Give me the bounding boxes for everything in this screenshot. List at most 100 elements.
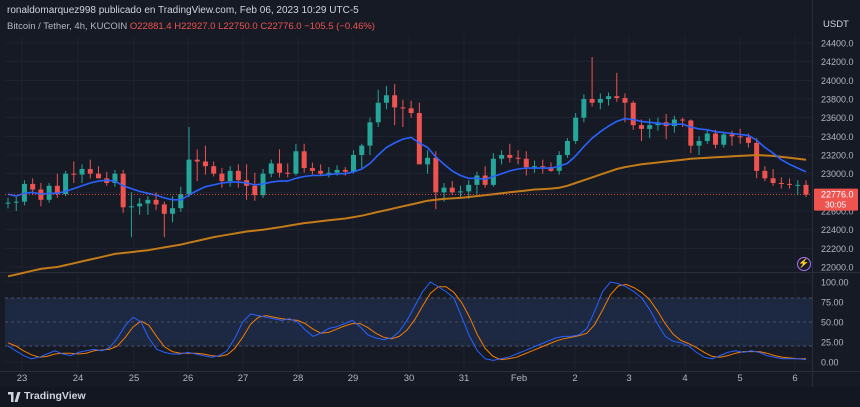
candle-body: [564, 141, 570, 155]
y-tick-label: 23800.0: [821, 95, 854, 105]
candle-body: [507, 155, 513, 158]
candle-body: [79, 169, 85, 175]
candle-body: [441, 187, 447, 193]
x-tick-label: 6: [792, 373, 797, 384]
tradingview-logo-icon[interactable]: [8, 392, 22, 402]
candle-body: [688, 120, 694, 146]
candle-body: [137, 203, 143, 207]
y-tick-label: 22000.0: [821, 263, 854, 273]
candle-body: [202, 161, 208, 167]
candle-body: [425, 157, 431, 165]
ohlc-low: L22750.0: [218, 21, 258, 32]
x-tick-label: 31: [459, 373, 470, 384]
osc-tick-label: 25.00: [821, 338, 844, 348]
candle-body: [713, 133, 719, 145]
lightning-icon[interactable]: ⚡: [797, 257, 811, 271]
x-tick-label: 26: [183, 373, 194, 384]
symbol-legend: Bitcoin / Tether, 4h, KUCOIN O22881.4 H2…: [7, 21, 375, 32]
brand-label[interactable]: TradingView: [24, 390, 86, 402]
candle-body: [416, 113, 422, 165]
candle-body: [523, 158, 529, 168]
last-price-box: [814, 188, 858, 211]
candle-body: [729, 134, 735, 137]
y-tick-label: 22600.0: [821, 207, 854, 217]
candle-body: [721, 134, 727, 145]
candle-body: [63, 173, 69, 195]
candle-body: [400, 107, 406, 109]
candle-body: [638, 125, 644, 129]
x-tick-label: 4: [682, 373, 687, 384]
candle-body: [392, 95, 398, 108]
candle-body: [5, 202, 11, 204]
candle-body: [614, 96, 620, 99]
candle-body: [276, 163, 282, 173]
currency-label[interactable]: USDT: [823, 19, 849, 30]
osc-tick-label: 100.00: [821, 278, 849, 288]
candle-body: [597, 99, 603, 103]
candle-body: [581, 99, 587, 118]
candle-body: [301, 151, 307, 169]
pane-separator: [0, 272, 860, 273]
stoch-k-line: [7, 281, 807, 361]
x-tick-label: Feb: [511, 373, 527, 384]
candle-body: [293, 151, 299, 174]
candle-body: [161, 204, 167, 214]
candle-body: [87, 169, 93, 174]
candle-body: [490, 158, 496, 185]
x-tick-label: 28: [293, 373, 304, 384]
y-tick-label: 23000.0: [821, 169, 854, 179]
x-tick-label: 25: [129, 373, 140, 384]
candle-body: [194, 159, 200, 162]
candle-body: [30, 183, 36, 190]
x-tick-label: 2: [572, 373, 577, 384]
candle-body: [326, 172, 332, 174]
x-tick-label: 3: [626, 373, 631, 384]
y-tick-label: 23600.0: [821, 113, 854, 123]
candle-body: [803, 184, 809, 195]
candle-body: [71, 173, 77, 175]
candle-body: [375, 102, 381, 123]
y-tick-label: 23200.0: [821, 151, 854, 161]
symbol-name[interactable]: Bitcoin / Tether, 4h, KUCOIN: [7, 21, 128, 32]
candle-body: [457, 191, 463, 193]
y-tick-label: 22400.0: [821, 225, 854, 235]
candle-body: [318, 170, 324, 174]
x-tick-label: 24: [73, 373, 84, 384]
candle-body: [120, 173, 126, 208]
candle-body: [408, 108, 414, 113]
candle-body: [170, 208, 176, 214]
y-tick-label: 24400.0: [821, 39, 854, 49]
candle-body: [770, 178, 776, 183]
candle-body: [112, 173, 118, 183]
candle-body: [252, 185, 258, 196]
price-axis-separator: [812, 0, 813, 387]
candle-body: [268, 163, 274, 174]
stoch-d-line: [7, 283, 806, 361]
x-tick-label: 23: [17, 373, 28, 384]
osc-tick-label: 0.00: [821, 358, 839, 368]
candle-body: [573, 117, 579, 141]
candle-body: [515, 157, 521, 159]
candle-body: [745, 137, 751, 143]
last-price-countdown: 30:05: [825, 200, 847, 210]
x-tick-label: 29: [348, 373, 359, 384]
x-tick-label: 27: [238, 373, 249, 384]
ohlc-change: −105.5 (−0.46%): [304, 21, 375, 32]
y-tick-label: 24000.0: [821, 76, 854, 86]
candle-body: [128, 206, 134, 208]
candle-body: [548, 167, 554, 171]
x-tick-label: 5: [737, 373, 742, 384]
candle-body: [285, 172, 291, 174]
candle-body: [433, 157, 439, 193]
ohlc-close: C22776.0: [260, 21, 302, 32]
osc-tick-label: 50.00: [821, 318, 844, 328]
candle-body: [367, 122, 373, 146]
candle-body: [704, 133, 710, 141]
candle-body: [737, 136, 743, 138]
candle-body: [606, 96, 612, 99]
candle-body: [211, 166, 217, 174]
published-header: ronaldomarquez998 publicado en TradingVi…: [7, 5, 359, 16]
candle-body: [383, 95, 389, 103]
candle-body: [532, 166, 538, 168]
